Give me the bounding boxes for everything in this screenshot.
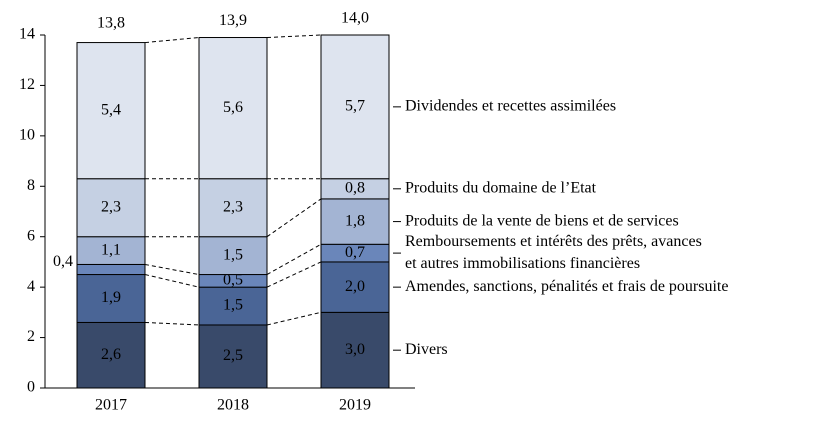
value-label: 5,7 bbox=[345, 98, 365, 115]
bar-segment bbox=[320, 311, 390, 389]
value-label: 2,6 bbox=[101, 346, 121, 363]
value-label: 0,5 bbox=[223, 272, 243, 289]
bar-segment bbox=[320, 261, 390, 313]
bar-segment bbox=[198, 178, 268, 238]
legend-label: Produits du domaine de l’Etat bbox=[405, 179, 597, 196]
connector bbox=[266, 311, 322, 326]
value-label: 0,4 bbox=[53, 253, 73, 270]
value-label: 3,0 bbox=[345, 341, 365, 358]
bar-segment bbox=[198, 236, 268, 276]
value-label: 1,5 bbox=[223, 246, 243, 263]
value-label: 2,3 bbox=[101, 198, 121, 215]
y-tick-label: 2 bbox=[27, 328, 35, 345]
value-label: 2,0 bbox=[345, 278, 365, 295]
bar-segment bbox=[76, 236, 146, 265]
total-label: 14,0 bbox=[341, 10, 369, 27]
bar-segment bbox=[198, 324, 268, 389]
y-tick-label: 10 bbox=[19, 127, 35, 144]
value-label: 5,6 bbox=[223, 99, 243, 116]
value-label: 0,7 bbox=[345, 244, 365, 261]
value-label: 1,1 bbox=[101, 241, 121, 258]
connector bbox=[144, 321, 200, 326]
legend-label: Amendes, sanctions, pénalités et frais d… bbox=[405, 278, 728, 295]
bar-segment bbox=[198, 37, 268, 180]
bar-segment bbox=[320, 34, 390, 180]
legend-label: Remboursements et intérêts des prêts, av… bbox=[405, 233, 702, 250]
y-tick-label: 4 bbox=[27, 278, 35, 295]
value-label: 2,3 bbox=[223, 198, 243, 215]
connector bbox=[144, 263, 200, 276]
bar-segment bbox=[198, 286, 268, 326]
total-label: 13,8 bbox=[97, 15, 125, 32]
legend-label: et autres immobilisations financières bbox=[405, 255, 640, 272]
y-tick-label: 6 bbox=[27, 227, 35, 244]
y-tick-label: 8 bbox=[27, 177, 35, 194]
bar-segment bbox=[76, 263, 146, 276]
bar-segment bbox=[76, 274, 146, 323]
connector bbox=[266, 243, 322, 275]
bar-segment bbox=[76, 178, 146, 238]
value-label: 1,8 bbox=[345, 212, 365, 229]
legend-label: Divers bbox=[405, 341, 448, 358]
y-tick-label: 12 bbox=[19, 76, 35, 93]
connector bbox=[266, 34, 322, 39]
connector bbox=[144, 274, 200, 288]
y-tick-label: 14 bbox=[19, 26, 35, 43]
x-tick-label: 2017 bbox=[95, 397, 127, 414]
value-label: 2,5 bbox=[223, 347, 243, 364]
total-label: 13,9 bbox=[219, 12, 247, 29]
value-label: 1,9 bbox=[101, 289, 121, 306]
bar-segment bbox=[320, 198, 390, 245]
legend-label: Produits de la vente de biens et de serv… bbox=[405, 212, 679, 229]
connector bbox=[266, 261, 322, 288]
x-tick-label: 2018 bbox=[217, 397, 249, 414]
x-tick-label: 2019 bbox=[339, 397, 371, 414]
bar-segment bbox=[76, 42, 146, 180]
y-tick-label: 0 bbox=[27, 379, 35, 396]
value-label: 0,8 bbox=[345, 179, 365, 196]
connector bbox=[144, 37, 200, 44]
legend-label: Dividendes et recettes assimilées bbox=[405, 98, 616, 115]
value-label: 5,4 bbox=[101, 101, 121, 118]
connector bbox=[266, 198, 322, 238]
value-label: 1,5 bbox=[223, 297, 243, 314]
